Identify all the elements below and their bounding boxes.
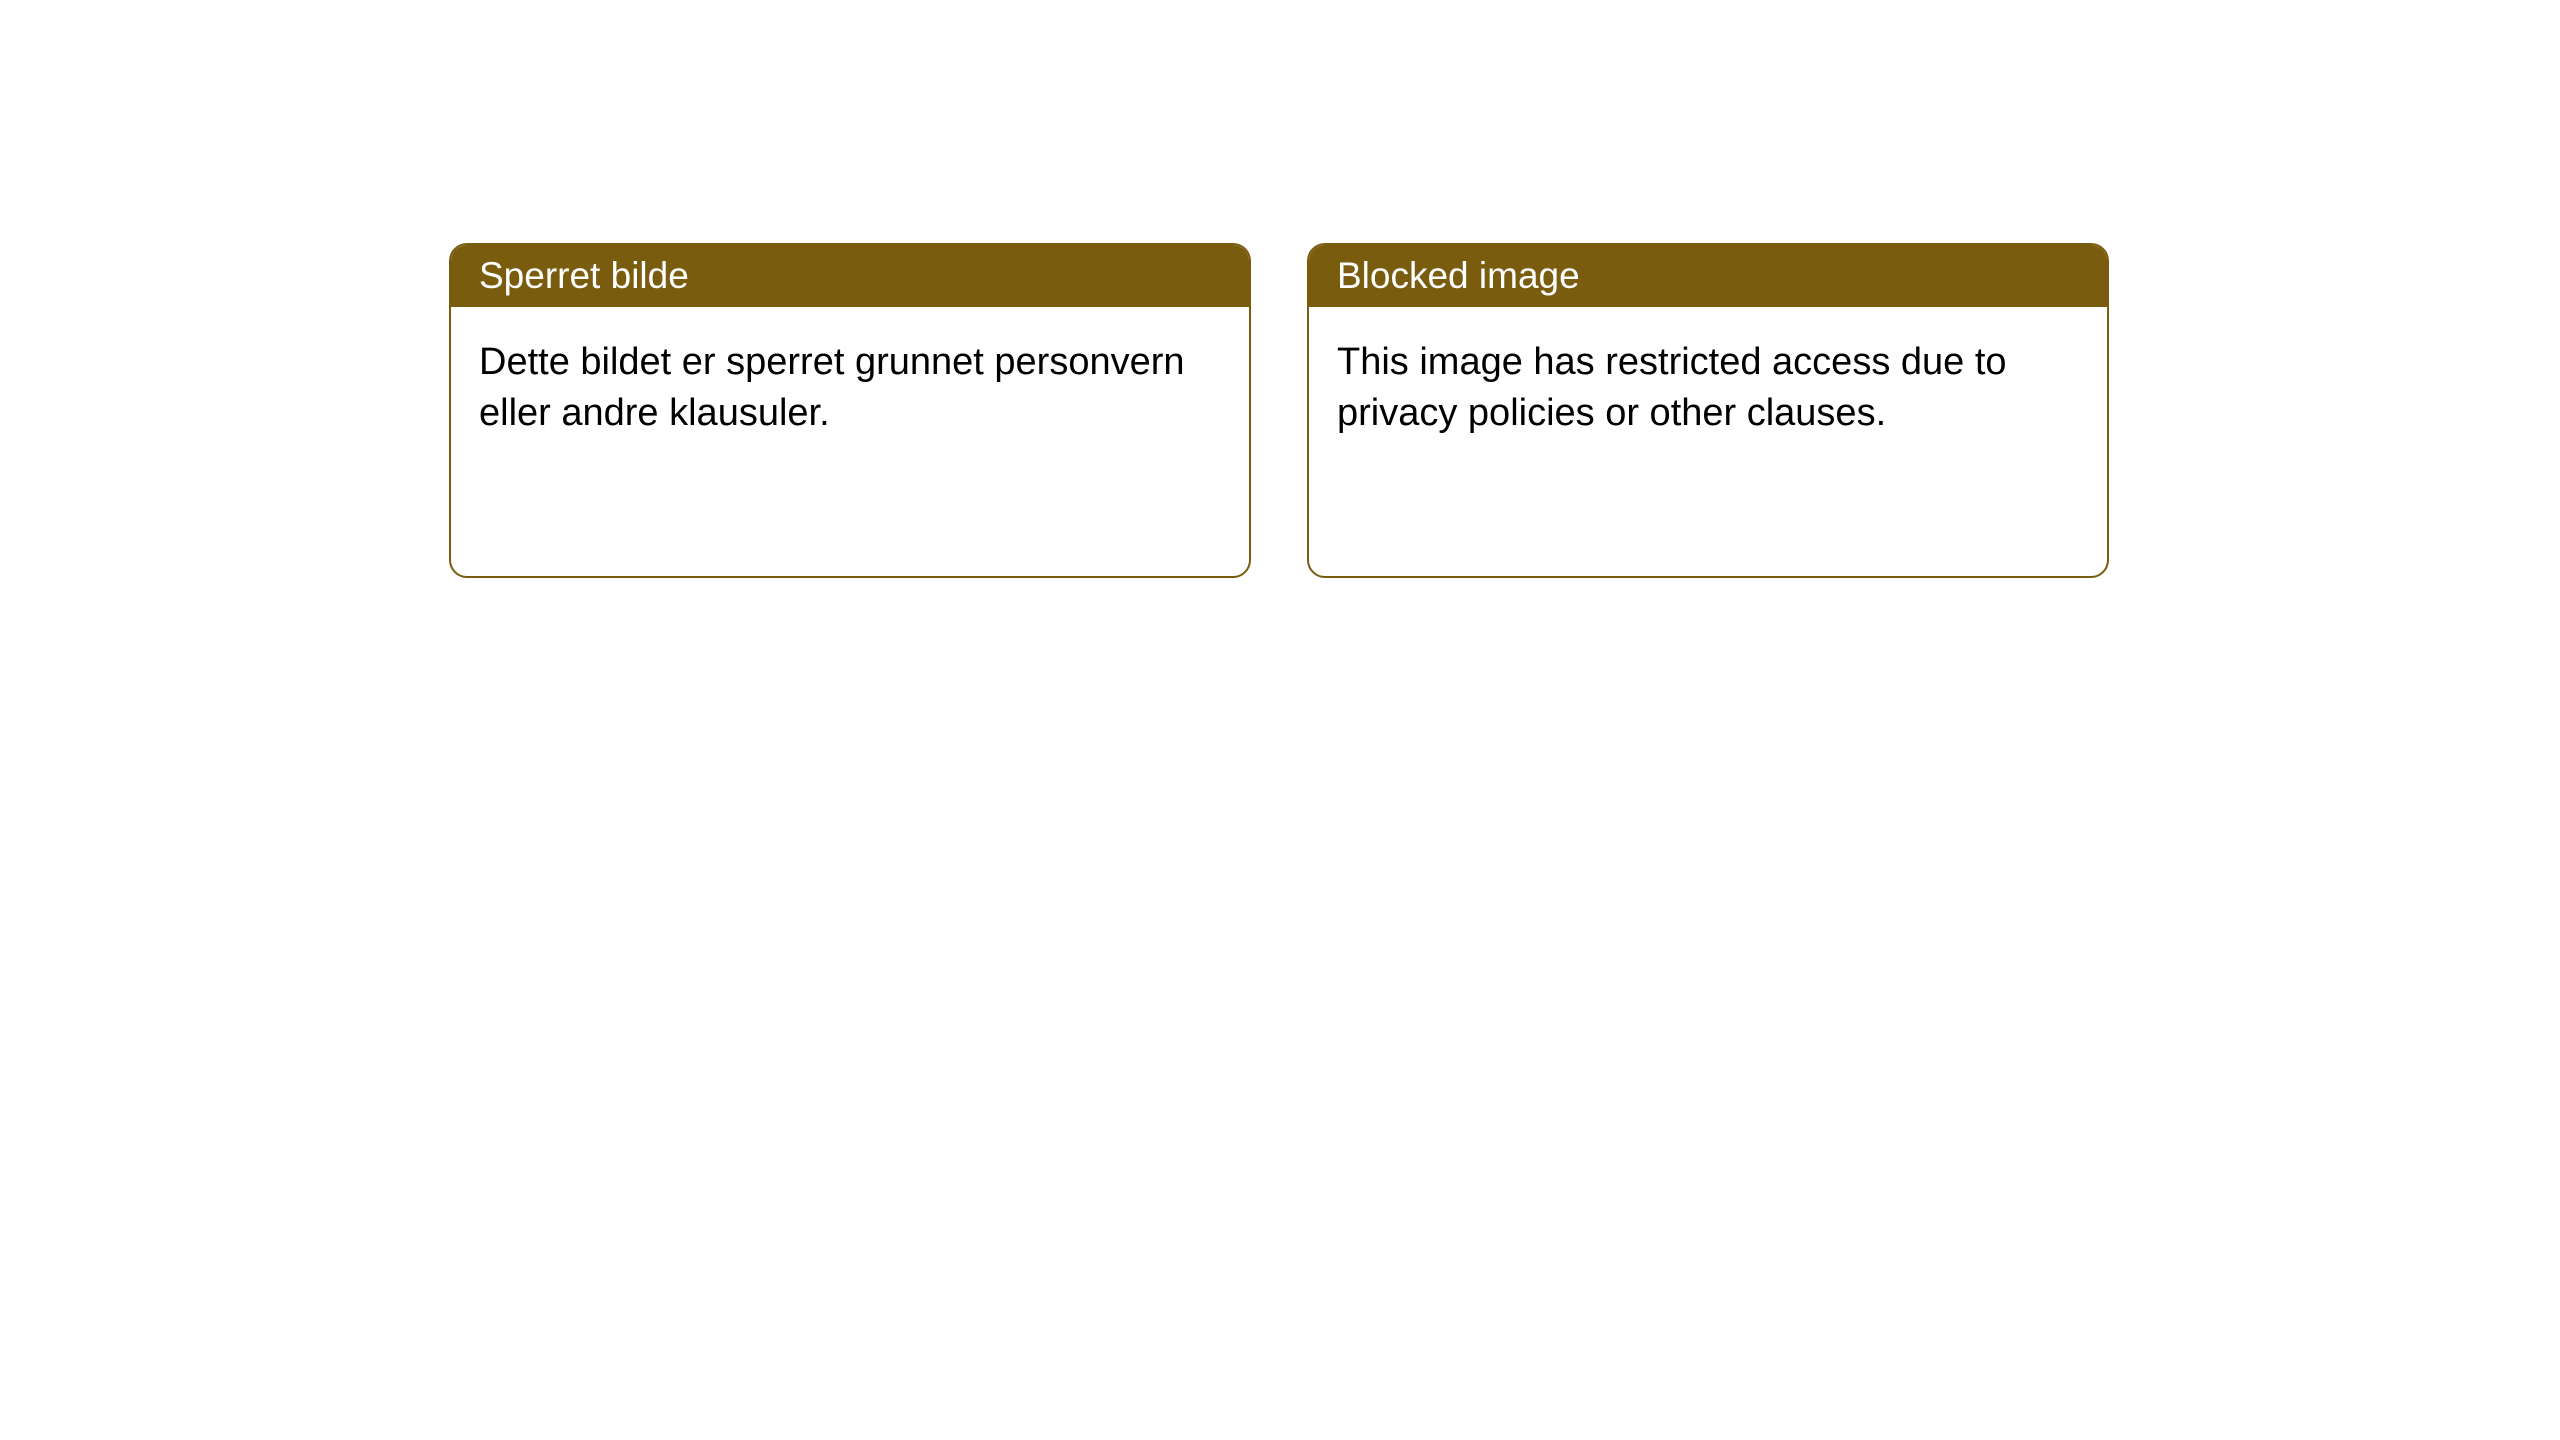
notice-body: This image has restricted access due to …	[1309, 307, 2107, 470]
notice-body: Dette bildet er sperret grunnet personve…	[451, 307, 1249, 470]
notice-text: This image has restricted access due to …	[1337, 341, 2007, 434]
notice-title: Sperret bilde	[479, 255, 689, 296]
notice-container: Sperret bilde Dette bildet er sperret gr…	[0, 0, 2560, 578]
notice-header: Blocked image	[1309, 245, 2107, 307]
notice-card-norwegian: Sperret bilde Dette bildet er sperret gr…	[449, 243, 1251, 578]
notice-header: Sperret bilde	[451, 245, 1249, 307]
notice-text: Dette bildet er sperret grunnet personve…	[479, 341, 1185, 434]
notice-title: Blocked image	[1337, 255, 1580, 296]
notice-card-english: Blocked image This image has restricted …	[1307, 243, 2109, 578]
